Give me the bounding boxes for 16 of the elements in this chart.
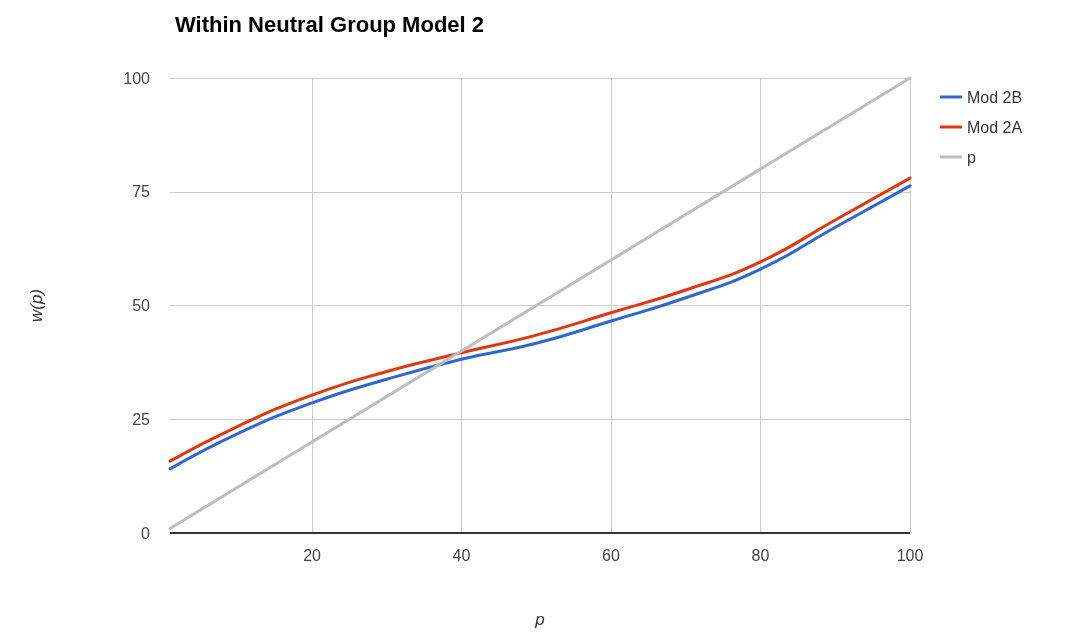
- y-tick-label: 100: [123, 69, 151, 87]
- x-axis-title: p: [534, 610, 545, 629]
- y-tick-label: 75: [132, 183, 151, 201]
- y-tick-label: 50: [132, 297, 151, 314]
- x-tick-label: 60: [602, 546, 621, 564]
- x-tick-label: 100: [896, 546, 924, 564]
- x-tick-label: 80: [751, 546, 770, 564]
- chart-title: Within Neutral Group Model 2: [175, 11, 485, 37]
- legend-label: Mod 2A: [967, 118, 1023, 136]
- legend-label: p: [967, 148, 976, 166]
- y-tick-label: 25: [132, 410, 151, 428]
- x-tick-label: 20: [303, 546, 322, 564]
- x-tick-label: 40: [452, 546, 471, 564]
- legend-label: Mod 2B: [967, 88, 1023, 106]
- y-axis-title: w(p): [27, 288, 46, 323]
- y-tick-label: 0: [141, 524, 151, 542]
